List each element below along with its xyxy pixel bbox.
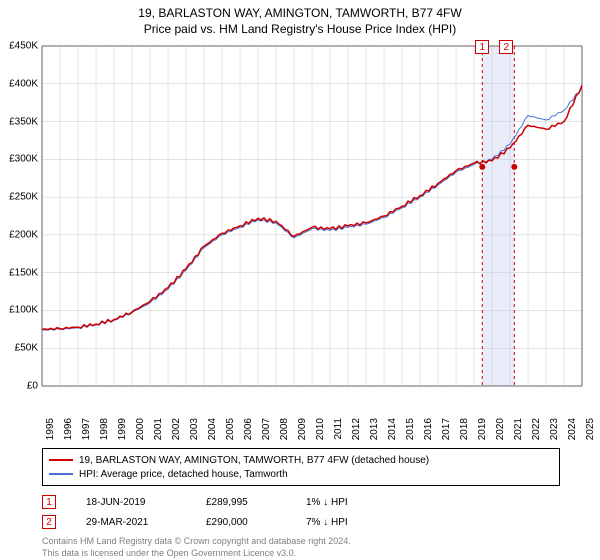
legend-item: HPI: Average price, detached house, Tamw… bbox=[49, 467, 553, 481]
marker-pct: 1% ↓ HPI bbox=[306, 497, 376, 508]
x-axis-label: 2016 bbox=[423, 418, 434, 440]
y-axis-label: £50K bbox=[0, 343, 38, 354]
marker-badge: 2 bbox=[42, 515, 56, 529]
marker-table-row: 2 29-MAR-2021 £290,000 7% ↓ HPI bbox=[42, 512, 560, 532]
footer-line2: This data is licensed under the Open Gov… bbox=[42, 548, 560, 560]
x-axis-label: 2019 bbox=[477, 418, 488, 440]
x-axis-label: 2025 bbox=[585, 418, 596, 440]
y-axis-label: £450K bbox=[0, 41, 38, 52]
x-axis-label: 1995 bbox=[45, 418, 56, 440]
marker-pct: 7% ↓ HPI bbox=[306, 517, 376, 528]
title-main: 19, BARLASTON WAY, AMINGTON, TAMWORTH, B… bbox=[0, 6, 600, 20]
marker-price: £289,995 bbox=[206, 497, 276, 508]
x-axis-label: 2014 bbox=[387, 418, 398, 440]
marker-date: 18-JUN-2019 bbox=[86, 497, 176, 508]
y-axis-label: £350K bbox=[0, 116, 38, 127]
chart-svg bbox=[0, 36, 600, 446]
x-axis-label: 2011 bbox=[333, 418, 344, 440]
x-axis-label: 2007 bbox=[261, 418, 272, 440]
top-marker-badges: 12 bbox=[475, 40, 513, 54]
x-axis-label: 2008 bbox=[279, 418, 290, 440]
legend-item: 19, BARLASTON WAY, AMINGTON, TAMWORTH, B… bbox=[49, 453, 553, 467]
legend-swatch bbox=[49, 459, 73, 461]
x-axis-label: 2015 bbox=[405, 418, 416, 440]
x-axis-label: 2004 bbox=[207, 418, 218, 440]
x-axis-label: 2023 bbox=[549, 418, 560, 440]
y-axis-label: £150K bbox=[0, 267, 38, 278]
x-axis-label: 2018 bbox=[459, 418, 470, 440]
x-axis-label: 2013 bbox=[369, 418, 380, 440]
marker-table-row: 1 18-JUN-2019 £289,995 1% ↓ HPI bbox=[42, 492, 560, 512]
x-axis-label: 2003 bbox=[189, 418, 200, 440]
x-axis-label: 2017 bbox=[441, 418, 452, 440]
title-sub: Price paid vs. HM Land Registry's House … bbox=[0, 22, 600, 36]
marker-badge: 2 bbox=[499, 40, 513, 54]
footer-line1: Contains HM Land Registry data © Crown c… bbox=[42, 536, 560, 548]
y-axis-label: £100K bbox=[0, 305, 38, 316]
x-axis-label: 1999 bbox=[117, 418, 128, 440]
marker-badge: 1 bbox=[475, 40, 489, 54]
chart-titles: 19, BARLASTON WAY, AMINGTON, TAMWORTH, B… bbox=[0, 0, 600, 36]
x-axis-label: 2021 bbox=[513, 418, 524, 440]
marker-price: £290,000 bbox=[206, 517, 276, 528]
x-axis-label: 1998 bbox=[99, 418, 110, 440]
x-axis-label: 2020 bbox=[495, 418, 506, 440]
x-axis-label: 2009 bbox=[297, 418, 308, 440]
y-axis-label: £300K bbox=[0, 154, 38, 165]
y-axis-label: £250K bbox=[0, 192, 38, 203]
marker-badge: 1 bbox=[42, 495, 56, 509]
y-axis-label: £200K bbox=[0, 229, 38, 240]
x-axis-label: 2022 bbox=[531, 418, 542, 440]
x-axis-label: 1996 bbox=[63, 418, 74, 440]
x-axis-label: 2001 bbox=[153, 418, 164, 440]
footer: Contains HM Land Registry data © Crown c… bbox=[42, 536, 560, 559]
chart-area: £0 £50K £100K £150K £200K £250K £300K £350K £400… bbox=[0, 36, 600, 446]
markers-table: 1 18-JUN-2019 £289,995 1% ↓ HPI 2 29-MAR-2021… bbox=[42, 492, 560, 532]
x-axis-label: 2006 bbox=[243, 418, 254, 440]
legend-swatch bbox=[49, 473, 73, 475]
legend-label: 19, BARLASTON WAY, AMINGTON, TAMWORTH, B… bbox=[79, 455, 429, 466]
x-axis-label: 2010 bbox=[315, 418, 326, 440]
legend: 19, BARLASTON WAY, AMINGTON, TAMWORTH, B… bbox=[42, 448, 560, 486]
y-axis-label: £400K bbox=[0, 78, 38, 89]
x-axis-label: 2012 bbox=[351, 418, 362, 440]
legend-label: HPI: Average price, detached house, Tamw… bbox=[79, 469, 288, 480]
x-axis-label: 2000 bbox=[135, 418, 146, 440]
y-axis-label: £0 bbox=[0, 381, 38, 392]
x-axis-label: 2002 bbox=[171, 418, 182, 440]
x-axis-label: 1997 bbox=[81, 418, 92, 440]
x-axis-label: 2005 bbox=[225, 418, 236, 440]
marker-date: 29-MAR-2021 bbox=[86, 517, 176, 528]
x-axis-label: 2024 bbox=[567, 418, 578, 440]
